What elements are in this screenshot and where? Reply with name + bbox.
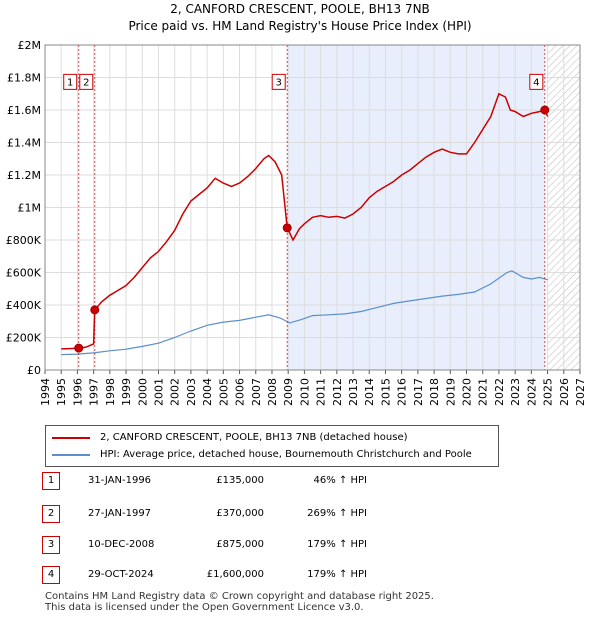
- y-tick-label: £1.6M: [7, 104, 41, 117]
- sale-price: £875,000: [216, 539, 264, 550]
- legend-swatch-property: [52, 437, 90, 439]
- sale-hpi-change: 179% ↑ HPI: [307, 569, 367, 580]
- x-tick-label: 2003: [185, 378, 198, 406]
- x-tick-label: 2022: [493, 378, 506, 406]
- x-tick-label: 2008: [266, 378, 279, 406]
- sale-date: 29-OCT-2024: [88, 569, 154, 580]
- sale-number-badge: 3: [42, 536, 60, 554]
- sale-row: 4 29-OCT-2024 £1,600,000 179% ↑ HPI: [42, 566, 382, 584]
- x-tick-label: 2015: [379, 378, 392, 406]
- footer-line-1: Contains HM Land Registry data © Crown c…: [45, 591, 434, 602]
- x-tick-label: 2021: [477, 378, 490, 406]
- footer-line-2: This data is licensed under the Open Gov…: [45, 602, 364, 613]
- y-tick-label: £600K: [6, 267, 42, 280]
- x-tick-label: 2010: [298, 378, 311, 406]
- plot-border: [44, 44, 581, 371]
- x-tick-label: 2023: [509, 378, 522, 406]
- sale-label-box: [79, 73, 94, 90]
- x-tick-label: 2000: [136, 378, 149, 406]
- y-tick-label: £200K: [6, 332, 42, 345]
- x-tick-label: 2017: [412, 378, 425, 406]
- y-tick-label: £0: [27, 364, 41, 377]
- x-tick-label: 2027: [574, 378, 587, 406]
- x-tick-label: 2001: [152, 378, 165, 406]
- x-tick-label: 2025: [542, 378, 555, 406]
- price-chart: 2, CANFORD CRESCENT, POOLE, BH13 7NB Pri…: [6, 2, 587, 406]
- property-price-line: [61, 92, 549, 350]
- sale-price: £370,000: [216, 508, 264, 519]
- legend: 2, CANFORD CRESCENT, POOLE, BH13 7NB (de…: [45, 425, 499, 467]
- sale-hpi-change: 269% ↑ HPI: [307, 508, 367, 519]
- x-tick-label: 2007: [250, 378, 263, 406]
- legend-label-property: 2, CANFORD CRESCENT, POOLE, BH13 7NB (de…: [100, 432, 408, 443]
- chart-subtitle: Price paid vs. HM Land Registry's House …: [128, 19, 471, 33]
- x-tick-label: 1997: [88, 378, 101, 406]
- sale-date: 27-JAN-1997: [88, 508, 152, 519]
- x-tick-label: 2013: [347, 378, 360, 406]
- x-tick-label: 2006: [234, 378, 247, 406]
- x-tick-label: 2019: [444, 378, 457, 406]
- y-tick-label: £1.8M: [7, 72, 41, 85]
- x-tick-label: 2026: [558, 378, 571, 406]
- footer-attribution: Contains HM Land Registry data © Crown c…: [45, 591, 434, 613]
- sale-point: [90, 305, 100, 315]
- chart-title: 2, CANFORD CRESCENT, POOLE, BH13 7NB: [170, 2, 430, 16]
- sale-row: 1 31-JAN-1996 £135,000 46% ↑ HPI: [42, 472, 382, 490]
- y-tick-label: £1.4M: [7, 137, 41, 150]
- x-tick-label: 2009: [282, 378, 295, 406]
- sale-number-badge: 2: [42, 505, 60, 523]
- y-tick-label: £2M: [18, 39, 42, 52]
- sale-label: 3: [276, 77, 282, 88]
- y-tick-label: £1M: [18, 202, 42, 215]
- legend-swatch-hpi: [52, 454, 90, 456]
- x-tick-label: 2018: [428, 378, 441, 406]
- sale-price: £1,600,000: [206, 569, 264, 580]
- x-tick-label: 1996: [71, 378, 84, 406]
- sale-hpi-change: 46% ↑ HPI: [313, 475, 367, 486]
- x-tick-label: 2024: [525, 378, 538, 406]
- sale-label-box: [63, 73, 78, 90]
- y-tick-label: £800K: [6, 234, 42, 247]
- y-tick-label: £400K: [6, 299, 42, 312]
- sale-price: £135,000: [216, 475, 264, 486]
- sale-point: [282, 223, 292, 233]
- x-tick-label: 1995: [55, 378, 68, 406]
- x-tick-label: 2012: [331, 378, 344, 406]
- x-tick-label: 2004: [201, 378, 214, 406]
- legend-label-hpi: HPI: Average price, detached house, Bour…: [100, 449, 472, 460]
- x-tick-label: 2011: [315, 378, 328, 406]
- x-tick-label: 2005: [217, 378, 230, 406]
- sale-date: 10-DEC-2008: [88, 539, 155, 550]
- x-tick-label: 2016: [396, 378, 409, 406]
- x-tick-label: 2014: [363, 378, 376, 406]
- sale-hpi-change: 179% ↑ HPI: [307, 539, 367, 550]
- sale-number-badge: 1: [42, 472, 60, 490]
- sale-row: 3 10-DEC-2008 £875,000 179% ↑ HPI: [42, 536, 382, 554]
- sale-point: [540, 105, 550, 115]
- x-tick-label: 2002: [169, 378, 182, 406]
- sale-point: [74, 343, 84, 353]
- sale-row: 2 27-JAN-1997 £370,000 269% ↑ HPI: [42, 505, 382, 523]
- sale-label: 2: [83, 77, 89, 88]
- x-tick-label: 1998: [104, 378, 117, 406]
- y-tick-label: £1.2M: [7, 169, 41, 182]
- sale-date: 31-JAN-1996: [88, 475, 152, 486]
- x-tick-label: 2020: [461, 378, 474, 406]
- sale-number-badge: 4: [42, 566, 60, 584]
- sale-label-box: [529, 73, 544, 90]
- x-tick-label: 1999: [120, 378, 133, 406]
- hpi-line: [61, 270, 548, 356]
- sale-label-box: [271, 73, 286, 90]
- sale-label: 1: [67, 77, 73, 88]
- sale-label: 4: [533, 77, 539, 88]
- x-tick-label: 1994: [39, 378, 52, 406]
